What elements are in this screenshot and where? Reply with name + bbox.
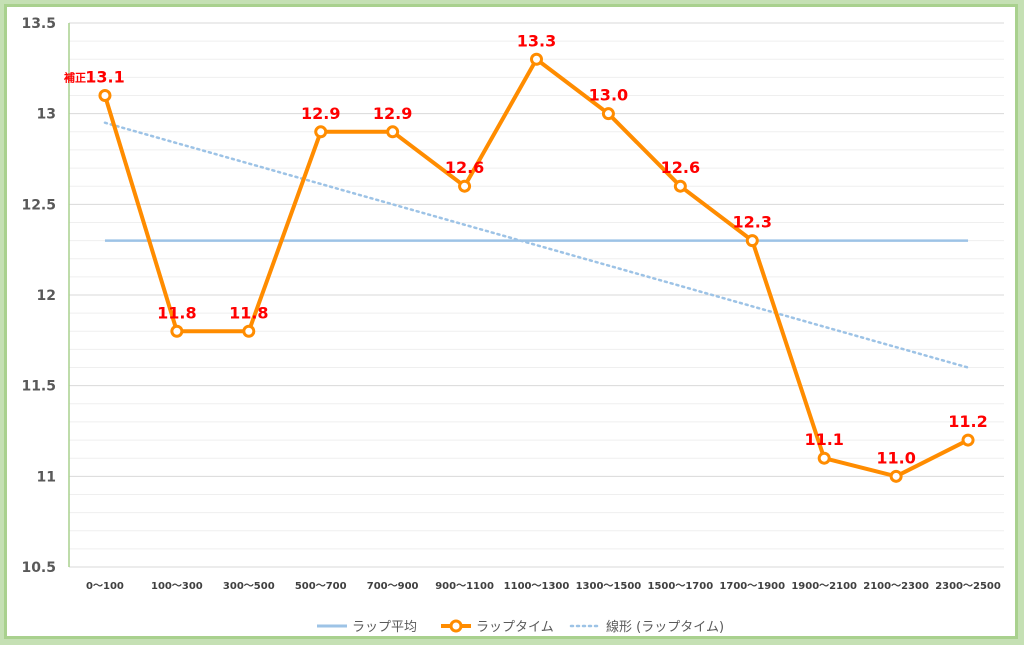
y-tick-label: 11.5 <box>21 379 56 395</box>
lap-time-marker <box>98 89 112 103</box>
data-label: 13.0 <box>589 86 628 105</box>
y-tick-label: 12 <box>37 288 56 304</box>
lap-time-marker <box>530 52 543 66</box>
data-label: 12.3 <box>733 213 772 232</box>
y-tick-label: 12.5 <box>21 197 56 213</box>
x-tick-label: 1900～2100 <box>791 581 857 592</box>
y-tick-label: 11 <box>37 469 56 485</box>
x-tick-label: 2300～2500 <box>935 581 1001 592</box>
x-tick-label: 1500～1700 <box>648 581 714 592</box>
legend-marker-lap-time <box>449 619 463 633</box>
x-tick-label: 300～500 <box>223 581 275 592</box>
data-label: 12.9 <box>373 104 412 123</box>
x-tick-label: 0～100 <box>86 581 124 592</box>
data-label: 13.1 <box>85 68 124 87</box>
label-annotation: 補正 <box>63 71 86 85</box>
lap-time-chart: 10.5 11 11.5 12 12.5 13 13.5 0～100 100～300 300～5… <box>21 16 1004 635</box>
lap-time-marker <box>745 234 759 248</box>
data-label: 11.1 <box>804 430 843 449</box>
y-tick-label: 13 <box>37 107 56 123</box>
lap-time-marker <box>386 125 400 139</box>
data-labels: 13.1 11.8 11.8 12.9 12.9 12.6 13.3 13.0 12.6 12.3… <box>63 31 988 467</box>
lap-time-marker <box>170 324 184 338</box>
data-label: 13.3 <box>517 31 556 50</box>
x-tick-labels: 0～100 100～300 300～500 500～700 700～900 900～110… <box>86 581 1001 592</box>
x-tick-label: 500～700 <box>295 581 347 592</box>
gridlines <box>69 22 1004 568</box>
series-layer <box>98 52 975 483</box>
x-tick-label: 100～300 <box>151 581 203 592</box>
legend: ラップ平均 ラップタイム 線形 (ラップタイム) <box>317 619 724 635</box>
x-tick-label: 700～900 <box>367 581 419 592</box>
lap-time-marker <box>889 469 903 483</box>
data-label: 11.8 <box>229 303 268 322</box>
lap-time-marker <box>817 451 831 465</box>
y-tick-label: 10.5 <box>21 560 56 576</box>
trendline <box>103 121 970 369</box>
legend-label-lap-time: ラップタイム <box>476 620 554 635</box>
x-tick-label: 1700～1900 <box>719 581 785 592</box>
lap-time-marker <box>242 324 256 338</box>
lap-time-marker <box>961 433 975 447</box>
x-tick-label: 1300～1500 <box>576 581 642 592</box>
lap-time-marker <box>314 125 328 139</box>
lap-time-marker <box>458 179 472 193</box>
data-label: 12.6 <box>445 158 484 177</box>
data-label: 11.0 <box>876 448 915 467</box>
lap-time-marker <box>601 107 615 121</box>
x-tick-label: 900～1100 <box>435 581 494 592</box>
chart-frame: 10.5 11 11.5 12 12.5 13 13.5 0～100 100～300 300～5… <box>4 4 1018 639</box>
data-label: 12.9 <box>301 104 340 123</box>
lap-time-marker <box>673 179 687 193</box>
legend-label-average: ラップ平均 <box>352 620 417 635</box>
x-tick-label: 2100～2300 <box>863 581 929 592</box>
y-tick-labels: 10.5 11 11.5 12 12.5 13 13.5 <box>21 16 56 576</box>
x-tick-label: 1100～1300 <box>504 581 570 592</box>
y-tick-label: 13.5 <box>21 16 56 32</box>
data-label: 11.8 <box>157 303 196 322</box>
data-label: 12.6 <box>661 158 700 177</box>
data-label: 11.2 <box>948 412 987 431</box>
lap-time-line <box>103 57 969 479</box>
legend-label-trendline: 線形 (ラップタイム) <box>606 619 724 635</box>
